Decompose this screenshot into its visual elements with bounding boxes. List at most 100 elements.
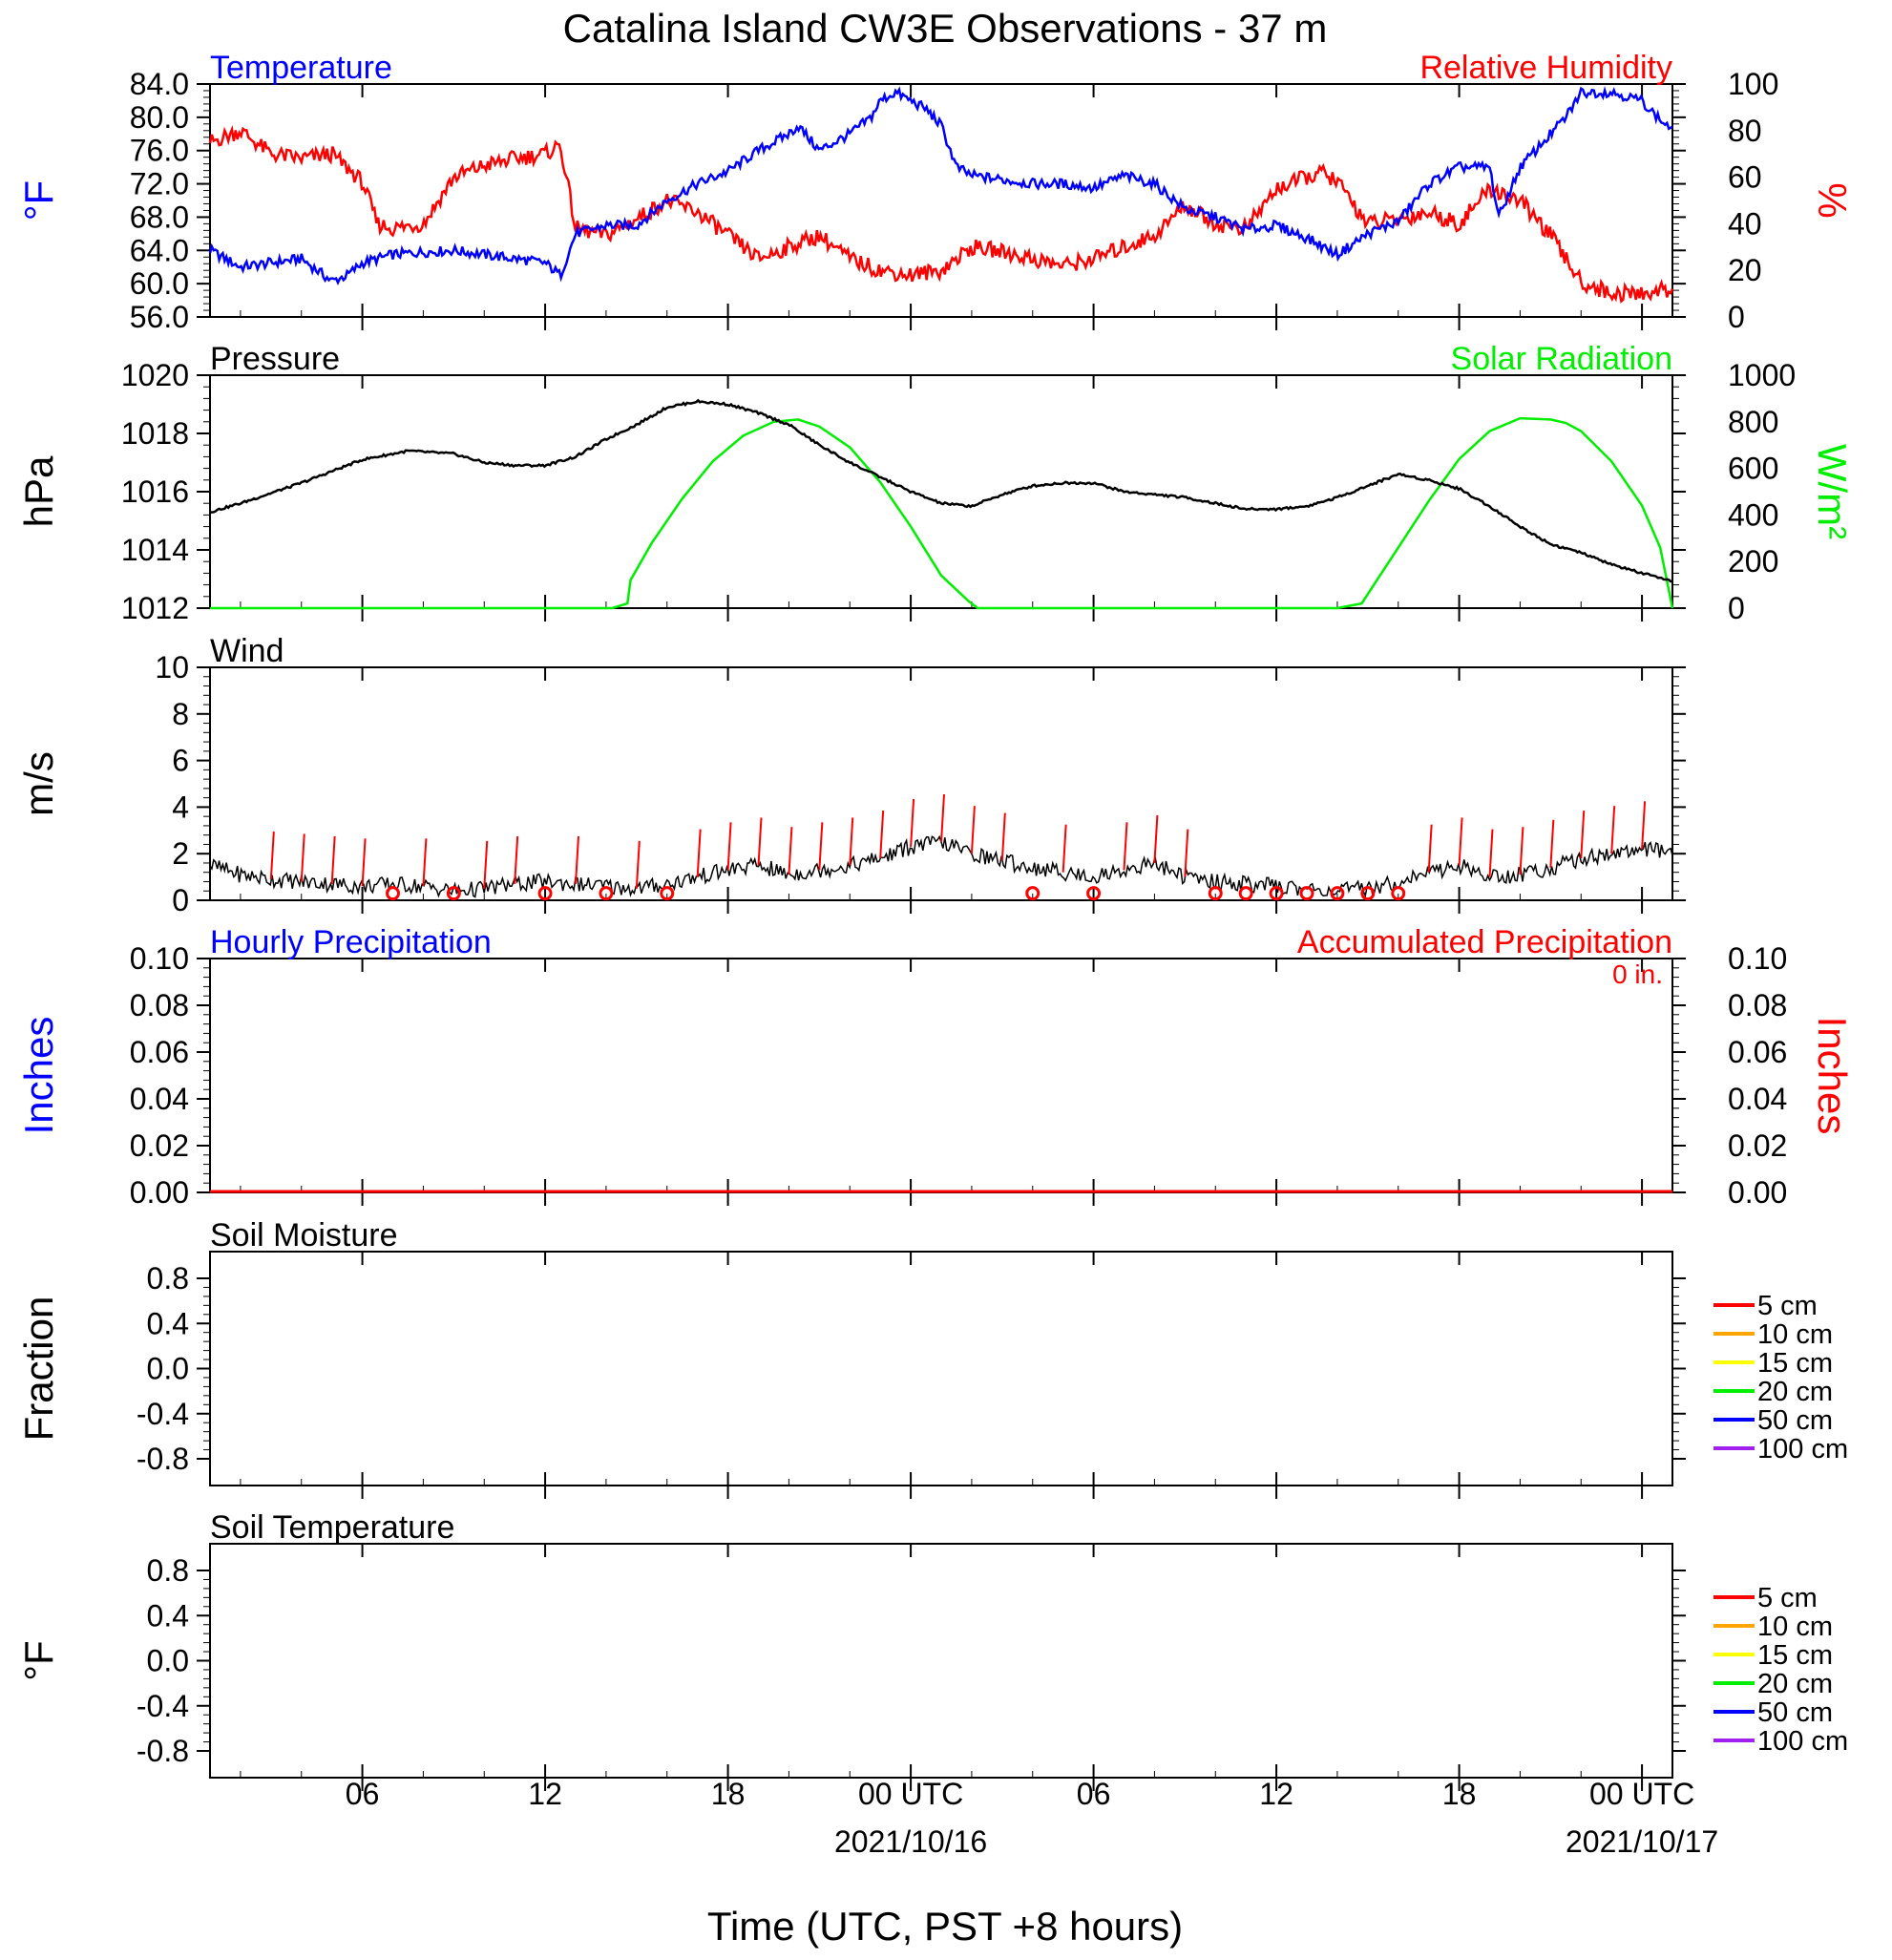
wind-barb	[1427, 824, 1433, 873]
panel-title: Wind	[210, 633, 284, 669]
plot-frame	[209, 958, 1673, 1193]
y-tick-label: 56.0	[130, 300, 189, 334]
legend-label: 10 cm	[1757, 1612, 1833, 1642]
legend-label: 15 cm	[1757, 1348, 1833, 1379]
legend-label: 20 cm	[1757, 1669, 1833, 1699]
wind-barb	[1549, 819, 1555, 868]
y2-axis-label: W/m²	[1810, 444, 1855, 539]
panel-title: Hourly Precipitation	[210, 924, 492, 960]
y-axis-label: m/s	[16, 751, 61, 816]
y-tick-label: 84.0	[130, 67, 189, 101]
calm-marker	[599, 886, 614, 901]
plot-frame	[209, 1543, 1673, 1779]
calm-marker	[1269, 886, 1284, 901]
y-tick-label: 0.4	[147, 1598, 189, 1633]
wind-barb	[422, 838, 428, 887]
x-date-label: 2021/10/16	[834, 1824, 987, 1859]
y2-axis-label: Inches	[1810, 1017, 1855, 1135]
y-tick-label: 0.00	[130, 1175, 189, 1210]
y-tick-label: -0.4	[137, 1397, 189, 1431]
y-tick-label: 10	[155, 650, 189, 685]
y-tick-label: 0.4	[147, 1306, 189, 1340]
calm-marker	[386, 886, 400, 901]
wind-barb	[1641, 801, 1647, 850]
panel-title: Temperature	[210, 50, 392, 86]
legend-label: 5 cm	[1757, 1583, 1818, 1613]
y-tick-label: 68.0	[130, 200, 189, 234]
wind-barb	[1610, 806, 1616, 854]
y-axis-label: Inches	[16, 1017, 61, 1135]
wind-barb	[970, 806, 976, 854]
legend-label: 50 cm	[1757, 1697, 1833, 1728]
wind-barb	[1062, 824, 1067, 873]
y2-tick-label: 600	[1728, 452, 1778, 486]
y2-tick-label: 0.06	[1728, 1035, 1787, 1069]
calm-marker	[1391, 886, 1406, 901]
y-tick-label: 64.0	[130, 233, 189, 267]
panel-temp_rh: 84.080.076.072.068.064.060.056.0 100 80 60 4…	[16, 50, 1855, 334]
y-tick-label: 0.0	[147, 1352, 189, 1386]
wind-barb	[361, 838, 367, 887]
wind-barb	[575, 835, 579, 884]
y2-tick-label: 200	[1728, 544, 1778, 579]
calm-marker	[446, 886, 461, 901]
plot-frame	[209, 374, 1673, 609]
y2-tick-label: 0.02	[1728, 1128, 1787, 1163]
x-date-label: 2021/10/17	[1566, 1824, 1718, 1859]
y-tick-label: -0.8	[137, 1442, 189, 1476]
wind-barb	[1580, 811, 1586, 859]
calm-marker	[1360, 886, 1376, 901]
y-tick-label: 1012	[121, 591, 189, 625]
wind-barb	[635, 840, 641, 889]
wind-barb	[818, 822, 824, 871]
temperature-line	[208, 86, 1673, 286]
y2-tick-label: 800	[1728, 405, 1778, 439]
wind-barb	[940, 793, 945, 843]
wind-barb	[757, 817, 763, 866]
y2-tick-label: 0.10	[1728, 941, 1787, 976]
y2-tick-label: 0	[1728, 300, 1745, 334]
wind-barb	[300, 833, 305, 882]
wind-barb	[696, 829, 702, 877]
panel-right-title: Relative Humidity	[1419, 50, 1672, 86]
pressure-line	[209, 398, 1673, 583]
calm-marker	[1208, 886, 1223, 901]
panel-right-title: Accumulated Precipitation	[1297, 924, 1672, 960]
y-tick-label: 60.0	[130, 266, 189, 301]
y-axis-label: Fraction	[16, 1296, 61, 1442]
wind-barb	[1519, 827, 1524, 875]
y2-tick-label: 0.00	[1728, 1175, 1787, 1210]
y-tick-label: -0.8	[137, 1734, 189, 1768]
y2-tick-label: 20	[1728, 253, 1762, 287]
panel-title: Pressure	[210, 341, 340, 377]
wind-barb	[1458, 817, 1463, 866]
panel-precip: 0.10 0.08 0.06 0.04 0.02 0.00 0.10 0.08 0.06 0.04…	[16, 924, 1855, 1210]
wind-barb	[849, 817, 854, 866]
wind-barb	[726, 822, 732, 871]
y-tick-label: -0.4	[137, 1689, 189, 1723]
plot-frame	[209, 666, 1673, 901]
y-tick-label: 1016	[121, 474, 189, 509]
wind-barb	[1153, 814, 1159, 864]
y-tick-label: 1018	[121, 416, 189, 451]
y-tick-label: 0.10	[130, 941, 189, 976]
calm-marker	[1330, 886, 1345, 901]
y2-tick-label: 80	[1728, 114, 1762, 148]
y2-tick-label: 60	[1728, 160, 1762, 195]
legend-label: 20 cm	[1757, 1377, 1833, 1407]
legend-label: 100 cm	[1757, 1726, 1848, 1757]
wind-barb	[788, 827, 793, 875]
y-axis-label: °F	[16, 180, 61, 221]
calm-marker	[1299, 886, 1314, 901]
y-tick-label: 6	[172, 744, 189, 778]
panel-title: Soil Moisture	[210, 1217, 398, 1254]
figure-title: Catalina Island CW3E Observations - 37 m	[563, 6, 1328, 51]
wind-barb	[269, 831, 275, 880]
y-tick-label: 0.08	[130, 988, 189, 1022]
y-tick-label: 1020	[121, 358, 189, 392]
y-tick-label: 72.0	[130, 167, 189, 201]
legend-label: 50 cm	[1757, 1405, 1833, 1436]
x-axis-label: Time (UTC, PST +8 hours)	[707, 1904, 1183, 1949]
legend-label: 100 cm	[1757, 1434, 1848, 1465]
